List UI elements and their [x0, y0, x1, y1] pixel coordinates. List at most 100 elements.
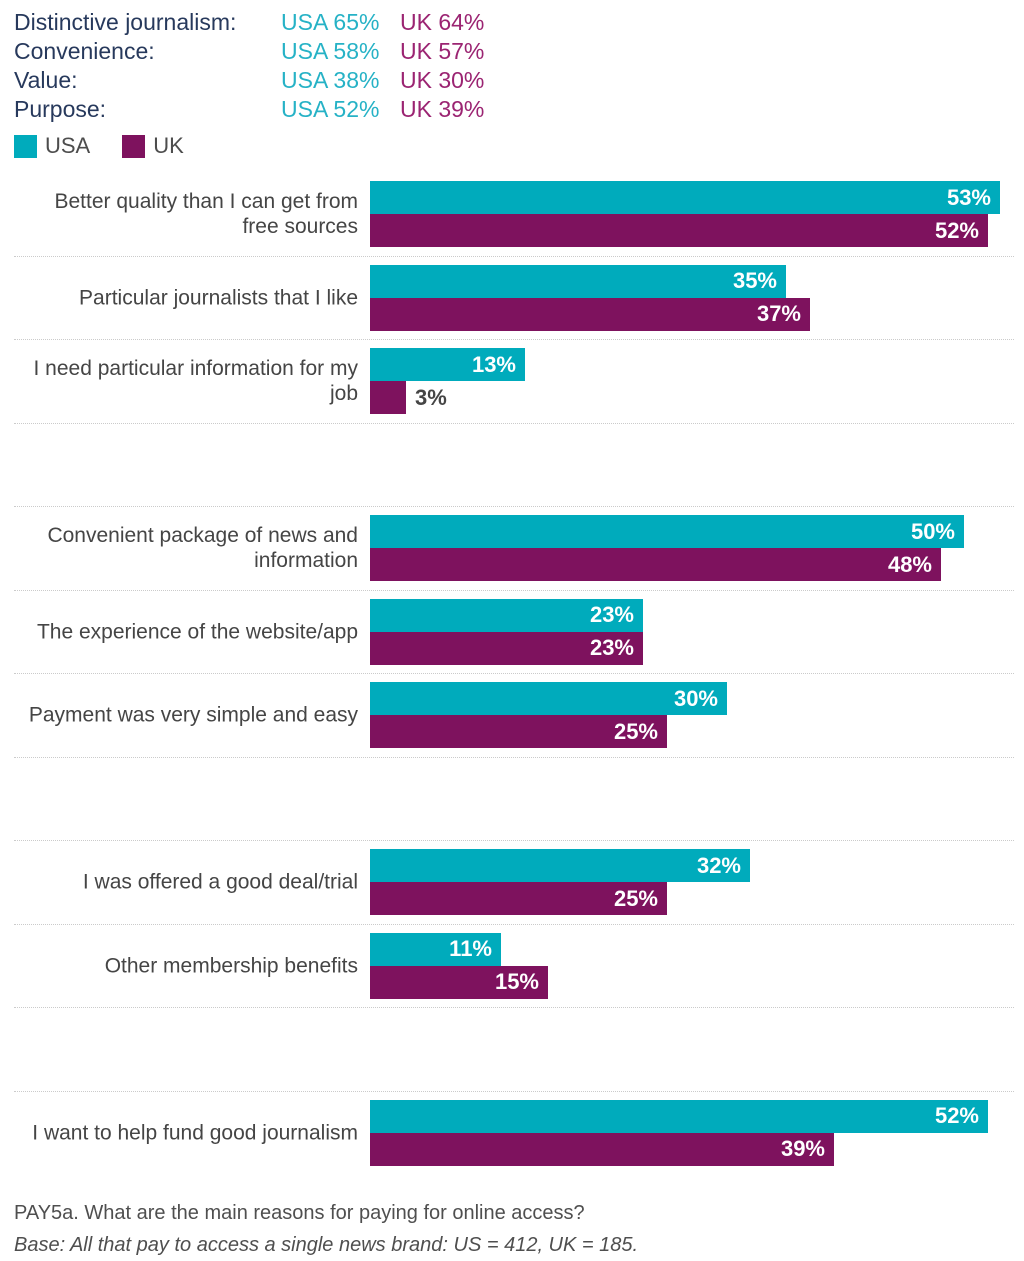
uk-bar-value: 23%	[589, 635, 634, 660]
usa-bar-value: 23%	[589, 602, 634, 627]
uk-barline: 48%	[370, 548, 1014, 581]
bar-pair: 23% 23%	[370, 598, 1014, 665]
category-label: Particular journalists that I like	[79, 286, 358, 309]
summary-stats: Distinctive journalism: USA 65% UK 64% C…	[0, 0, 1024, 124]
usa-barline: 52%	[370, 1099, 1014, 1133]
uk-bar-value: 39%	[780, 1136, 825, 1161]
footer: PAY5a. What are the main reasons for pay…	[14, 1197, 1014, 1261]
summary-uk-value: UK 30%	[400, 67, 485, 93]
summary-label: Distinctive journalism:	[14, 9, 237, 35]
chart-row: I need particular information for my job…	[14, 340, 1014, 424]
chart-row: Better quality than I can get from free …	[14, 173, 1014, 257]
chart-row: Payment was very simple and easy 30% 25%	[14, 674, 1014, 758]
category-label: I want to help fund good journalism	[32, 1121, 358, 1144]
usa-bar-value: 11%	[449, 936, 492, 961]
usa-bar-value: 52%	[934, 1103, 979, 1128]
summary-uk-value: UK 39%	[400, 96, 485, 122]
summary-uk-value: UK 64%	[400, 9, 485, 35]
chart-row: I was offered a good deal/trial 32% 25%	[14, 841, 1014, 925]
category-label: Payment was very simple and easy	[28, 703, 358, 727]
usa-bar: 32%	[370, 849, 750, 882]
usa-bar-value: 13%	[471, 351, 516, 377]
legend: USA UK	[14, 133, 1024, 159]
bar-pair: 52% 39%	[370, 1099, 1014, 1166]
chart-row: The experience of the website/app 23% 23%	[14, 591, 1014, 674]
uk-bar: 37%	[370, 297, 810, 331]
legend-uk-label: UK	[153, 133, 184, 158]
uk-barline: 23%	[370, 631, 1014, 665]
uk-bar-value: 37%	[756, 301, 801, 326]
uk-bar: 3%	[370, 381, 447, 414]
usa-bar: 52%	[370, 1099, 988, 1133]
legend-item-usa: USA	[14, 133, 90, 159]
summary-usa-value: USA 52%	[281, 96, 380, 122]
summary-row: Distinctive journalism: USA 65% UK 64%	[14, 8, 1024, 37]
uk-bar-value: 52%	[934, 217, 979, 243]
bar-pair: 50% 48%	[370, 515, 1014, 581]
base-text: Base: All that pay to access a single ne…	[14, 1234, 639, 1256]
summary-row: Convenience: USA 58% UK 57%	[14, 37, 1024, 66]
uk-bar: 48%	[370, 548, 941, 581]
uk-barline: 3%	[370, 381, 1014, 414]
summary-label: Purpose:	[14, 96, 107, 122]
chart-row: Particular journalists that I like 35% 37%	[14, 257, 1014, 340]
bar-pair: 35% 37%	[370, 264, 1014, 331]
category-label: The experience of the website/app	[36, 620, 358, 643]
usa-barline: 50%	[370, 515, 1014, 548]
uk-bar: 39%	[370, 1132, 834, 1166]
summary-uk-value: UK 57%	[400, 38, 485, 64]
question-text: PAY5a. What are the main reasons for pay…	[14, 1202, 585, 1224]
usa-bar-value: 50%	[910, 518, 955, 544]
usa-barline: 11%	[370, 932, 1014, 966]
uk-bar: 23%	[370, 631, 643, 665]
uk-bar-value: 3%	[415, 384, 447, 410]
summary-row: Purpose: USA 52% UK 39%	[14, 95, 1024, 124]
group-gap	[14, 1008, 1014, 1092]
category-label: Convenient package of news and informati…	[47, 524, 358, 572]
bar-pair: 11% 15%	[370, 932, 1014, 999]
usa-barline: 13%	[370, 348, 1014, 381]
summary-label: Value:	[14, 67, 78, 93]
uk-swatch-icon	[122, 134, 146, 158]
uk-bar: 15%	[370, 965, 548, 999]
usa-bar-value: 53%	[946, 184, 991, 210]
uk-bar-value: 15%	[494, 969, 539, 994]
uk-barline: 25%	[370, 715, 1014, 748]
uk-bar: 52%	[370, 214, 988, 247]
summary-row: Value: USA 38% UK 30%	[14, 66, 1024, 95]
uk-bar: 25%	[370, 882, 667, 915]
chart-row: I want to help fund good journalism 52% 39…	[14, 1092, 1014, 1176]
usa-bar: 50%	[370, 515, 964, 548]
uk-barline: 52%	[370, 214, 1014, 247]
usa-barline: 35%	[370, 264, 1014, 298]
bar-pair: 53% 52%	[370, 181, 1014, 247]
usa-swatch-icon	[14, 134, 37, 158]
usa-barline: 30%	[370, 682, 1014, 715]
summary-label: Convenience:	[14, 38, 155, 64]
usa-bar-value: 30%	[673, 685, 718, 711]
category-label: Other membership benefits	[104, 954, 358, 977]
uk-bar-value: 25%	[613, 718, 658, 744]
usa-bar-value: 35%	[732, 268, 777, 293]
category-label: I was offered a good deal/trial	[82, 870, 358, 894]
uk-bar-value: 48%	[887, 551, 932, 577]
usa-barline: 53%	[370, 181, 1014, 214]
summary-usa-value: USA 65%	[281, 9, 380, 35]
bar-pair: 30% 25%	[370, 682, 1014, 748]
usa-bar: 13%	[370, 348, 525, 381]
bar-pair: 32% 25%	[370, 849, 1014, 915]
usa-bar: 53%	[370, 181, 1000, 214]
group-gap	[14, 758, 1014, 841]
category-label: Better quality than I can get from free …	[54, 190, 359, 238]
chart-row: Other membership benefits 11% 15%	[14, 925, 1014, 1008]
uk-barline: 25%	[370, 882, 1014, 915]
chart: Better quality than I can get from free …	[14, 173, 1014, 1175]
uk-bar-value: 25%	[613, 885, 658, 911]
usa-bar: 35%	[370, 264, 786, 298]
legend-item-uk: UK	[122, 133, 184, 159]
summary-usa-value: USA 38%	[281, 67, 380, 93]
legend-usa-label: USA	[45, 133, 91, 158]
bar-pair: 13% 3%	[370, 348, 1014, 414]
category-label: I need particular information for my job	[33, 357, 358, 405]
